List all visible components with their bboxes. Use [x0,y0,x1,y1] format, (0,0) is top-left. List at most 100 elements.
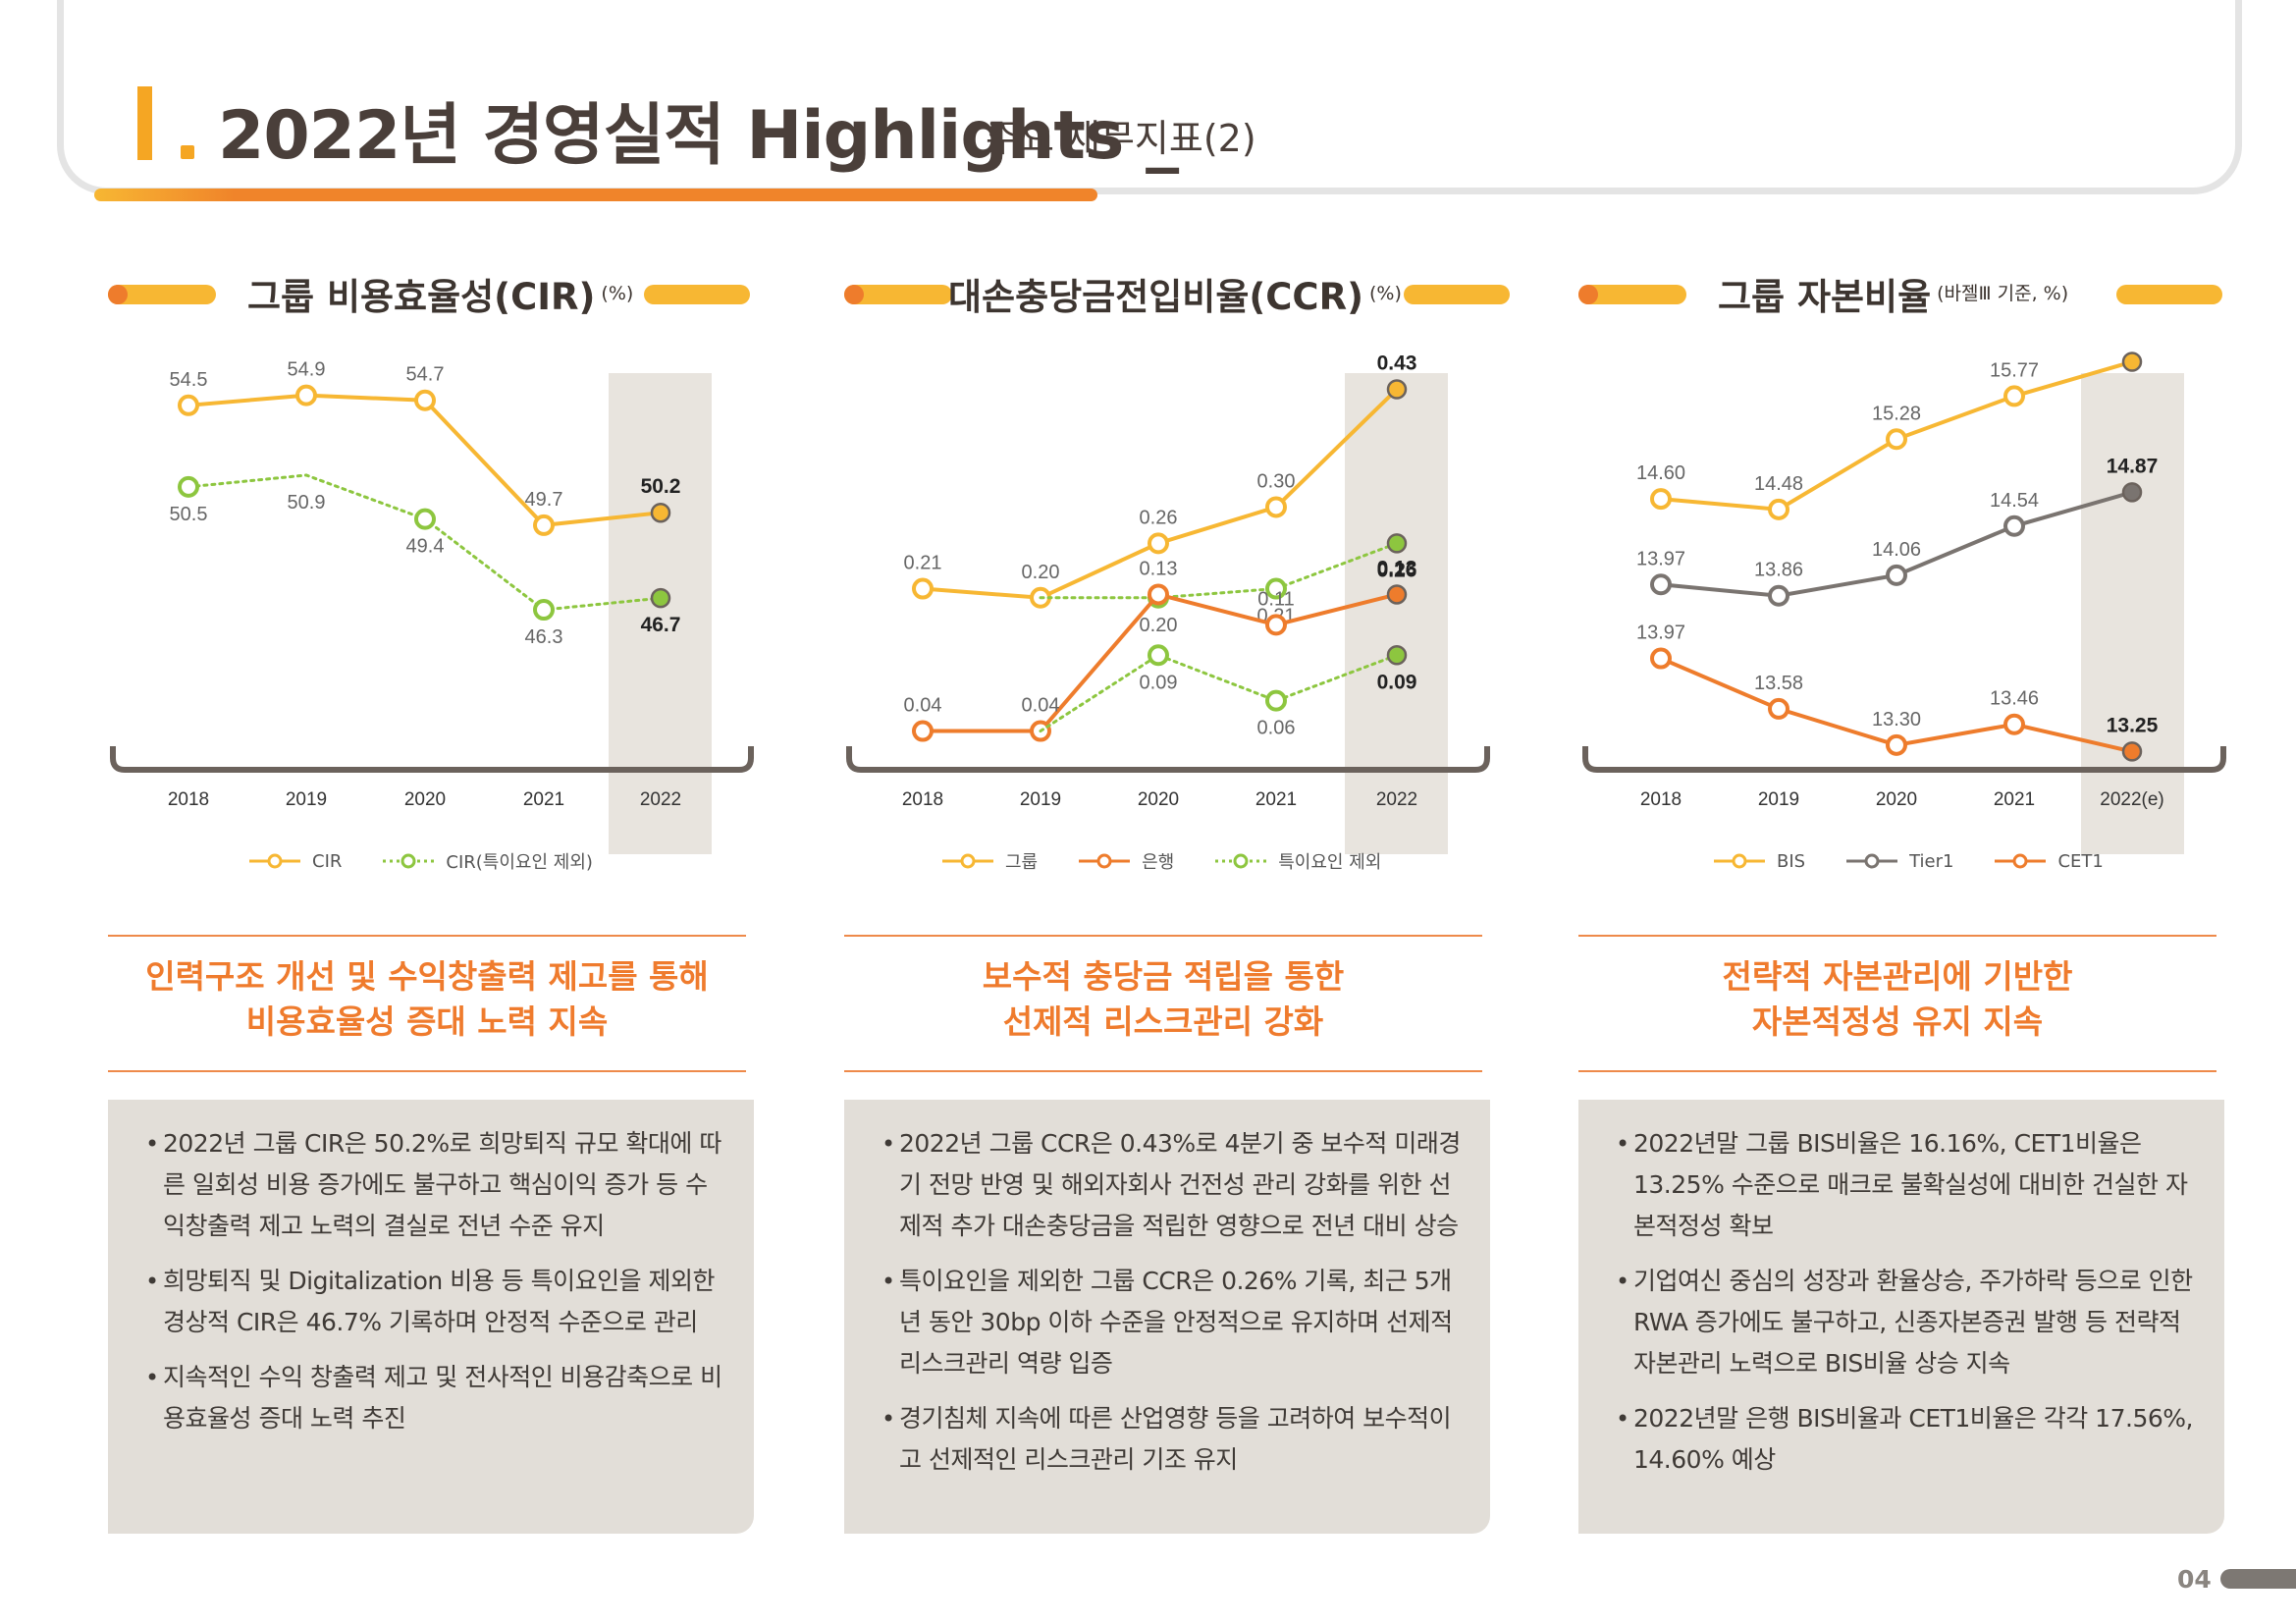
data-label: 13.97 [1636,548,1685,569]
data-label: 13.25 [2107,714,2159,736]
legend-swatch [1995,853,2047,869]
data-point [533,514,555,536]
data-point [414,389,436,411]
data-label: 0.04 [1022,695,1060,717]
x-tick-label: 2018 [168,789,209,810]
data-label: 0.06 [1257,718,1296,739]
bullet-item: 2022년말 그룹 BIS비율은 16.16%, CET1비율은 13.25% … [1616,1123,2195,1247]
legend-marker [1864,853,1880,869]
title-accent-bar [137,86,152,160]
legend-item: CIR [247,846,342,876]
data-label: 46.3 [525,626,563,648]
panel-header-left-pill [844,285,952,304]
data-label: 0.20 [1140,615,1178,636]
data-label: 50.5 [170,504,208,525]
legend-label: 그룹 [1005,852,1039,873]
data-label: 13.58 [1754,673,1803,694]
summary-box-ccr: 2022년 그룹 CCR은 0.43%로 4분기 중 보수적 미래경기 전망 반… [844,1100,1490,1534]
data-label: 14.06 [1872,539,1921,561]
data-label: 54.7 [406,364,445,386]
bullet-item: 경기침체 지속에 따른 산업영향 등을 고려하여 보수적이고 선제적인 리스크관… [881,1398,1461,1481]
panel-title-cir: 그룹 비용효율성(CIR) (%) [247,276,634,318]
data-label: 0.09 [1377,671,1417,693]
legend-swatch [1079,853,1131,869]
data-label: 13.30 [1872,709,1921,731]
series-line [1039,541,1399,600]
legend-swatch [1215,853,1267,869]
series-line [1039,653,1399,733]
page-number: 04 [2177,1565,2212,1594]
data-label: 14.54 [1990,490,2039,512]
data-point [1768,498,1789,520]
data-point [1768,584,1789,607]
data-point [2003,385,2025,407]
legend-cir: CIR CIR(특이요인 제외) [247,846,593,876]
chart-ccr-svg: 2018 2019 2020 2021 2022 0.21 0.20 0.26 0.30 0.43… [846,352,1490,854]
data-point [1386,584,1408,605]
data-point [1886,733,1907,756]
axis-bracket [110,746,754,773]
x-tick-label: 2021 [523,789,564,810]
x-tick-label: 2020 [1138,789,1179,810]
panel-header-left-dot [1578,285,1598,304]
x-tick-label: 2022(e) [2100,789,2164,810]
headline-line: 보수적 충당금 적립을 통한 [982,957,1345,996]
x-tick-label: 2019 [286,789,327,810]
headline-rule-bottom [1578,1070,2216,1072]
header-frame [57,0,2242,194]
panel-header-left-pill [1578,285,1686,304]
data-point [295,384,317,406]
headline-line: 비용효율성 증대 노력 지속 [245,1002,609,1041]
data-point [1386,645,1408,666]
x-tick-label: 2021 [1255,789,1297,810]
headline-rule-bottom [108,1070,746,1072]
data-point [2121,352,2143,372]
legend-label: Tier1 [1909,850,1954,872]
bullet-item: 희망퇴직 및 Digitalization 비용 등 특이요인을 제외한 경상적… [145,1261,724,1343]
data-point [1650,647,1672,670]
data-label: 54.5 [170,369,208,391]
data-point [414,508,436,530]
legend-marker [1096,853,1112,869]
headline-rule-top [108,935,746,937]
data-label: 14.48 [1754,473,1803,495]
data-label: 54.9 [288,359,326,381]
summary-box-capital: 2022년말 그룹 BIS비율은 16.16%, CET1비율은 13.25% … [1578,1100,2224,1534]
legend-label: CIR [312,850,343,872]
legend-swatch [1846,853,1898,869]
legend-item: Tier1 [1844,846,1953,876]
legend-swatch [1714,853,1765,869]
data-label: 0.11 [1257,588,1294,610]
legend-swatch [383,853,435,869]
legend-marker [960,853,976,869]
data-point [1386,379,1408,400]
headline-ccr: 보수적 충당금 적립을 통한 선제적 리스크관리 강화 [839,954,1487,1045]
x-tick-label: 2021 [1994,789,2035,810]
data-label: 15.77 [1990,359,2039,381]
title-accent-dot [181,145,194,159]
data-point [2121,741,2143,762]
highlight-band [1345,373,1448,854]
data-point [2003,514,2025,537]
headline-line: 전략적 자본관리에 기반한 [1722,957,2073,996]
legend-ccr: 그룹 은행 특이요인 제외 [940,846,1381,876]
legend-marker [267,853,283,869]
data-point [2003,713,2025,735]
data-point [533,599,555,622]
data-label: 0.20 [1022,562,1060,583]
headline-capital: 전략적 자본관리에 기반한 자본적정성 유지 지속 [1574,954,2221,1045]
x-tick-label: 2019 [1758,789,1799,810]
bullet-item: 특이요인을 제외한 그룹 CCR은 0.26% 기록, 최근 5개년 동안 30… [881,1261,1461,1384]
legend-item: BIS [1712,846,1805,876]
x-tick-label: 2020 [1876,789,1917,810]
x-tick-label: 2018 [1640,789,1682,810]
x-tick-label: 2022 [640,789,681,810]
panel-title-capital: 그룹 자본비율 (바젤Ⅲ 기준, %) [1718,276,2069,318]
data-label: 0.26 [1377,559,1417,581]
headline-cir: 인력구조 개선 및 수익창출력 제고를 통해 비용효율성 증대 노력 지속 [103,954,751,1045]
bullet-item: 2022년 그룹 CIR은 50.2%로 희망퇴직 규모 확대에 따른 일회성 … [145,1123,724,1247]
axis-bracket [1582,746,2226,773]
data-point [650,502,671,523]
data-point [1886,564,1907,586]
chart-capital: 2018 2019 2020 2021 2022(e) 14.60 14.48 15.28 15… [1571,344,2238,854]
